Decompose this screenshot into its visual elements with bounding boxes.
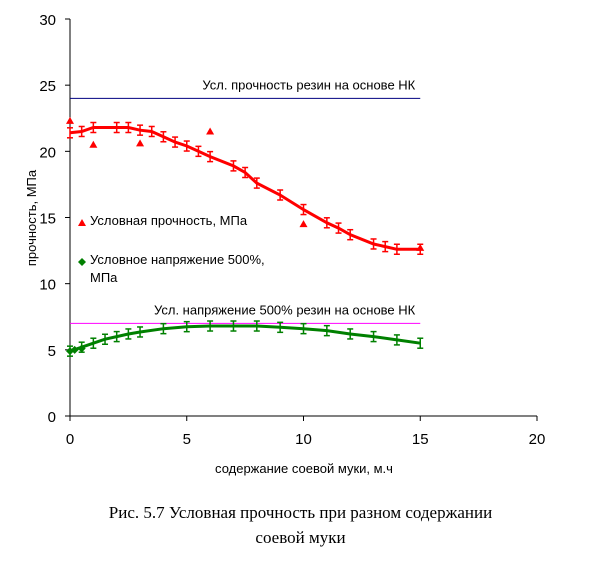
legend-label-strength: Условная прочность, МПа [90, 213, 248, 228]
diamond-marker [70, 345, 79, 354]
caption-line-2: соевой муки [255, 528, 346, 547]
chart: 0 5 10 15 20 0 5 10 15 20 25 30 Усл. прочность рези… [24, 12, 545, 476]
legend-label-stress-line1: Условное напряжение 500%, [90, 252, 265, 267]
reference-line-label: Усл. прочность резин на основе НК [202, 77, 415, 92]
triangle-marker [299, 220, 308, 228]
x-tick-label: 10 [295, 431, 312, 448]
diamond-marker [77, 344, 86, 353]
series-stress-500 [66, 320, 424, 357]
series [66, 116, 425, 357]
x-tick-label: 5 [183, 431, 191, 448]
triangle-marker [136, 139, 145, 147]
diamond-marker [78, 258, 86, 266]
trend-line [69, 126, 421, 251]
y-tick-label: 15 [39, 211, 56, 228]
x-axis-label: содержание соевой муки, м.ч [215, 461, 393, 476]
reference-line-label: Усл. напряжение 500% резин на основе НК [154, 302, 416, 317]
y-tick-label: 25 [39, 78, 56, 95]
y-tick-label: 30 [39, 12, 56, 29]
y-tick-label: 0 [48, 409, 56, 426]
reference-lines: Усл. прочность резин на основе НК Усл. на… [70, 77, 421, 324]
y-axis-label: прочность, МПа [24, 169, 39, 266]
trend-line [69, 324, 421, 353]
caption-line-1: Рис. 5.7 Условная прочность при разном с… [108, 503, 493, 522]
triangle-marker [78, 219, 86, 226]
legend: Условная прочность, МПа Условное напряжен… [78, 213, 265, 285]
x-tick-label: 20 [529, 431, 546, 448]
triangle-marker [89, 140, 98, 148]
figure-caption: Рис. 5.7 Условная прочность при разном с… [0, 500, 601, 550]
triangle-marker [416, 243, 425, 251]
series-strength [66, 116, 425, 256]
y-tick-label: 5 [48, 343, 56, 360]
axes: 0 5 10 15 20 0 5 10 15 20 25 30 [39, 12, 545, 448]
x-tick-label: 15 [412, 431, 429, 448]
x-tick-label: 0 [66, 431, 74, 448]
legend-label-stress-line2: МПа [90, 270, 118, 285]
y-tick-label: 10 [39, 277, 56, 294]
triangle-marker [206, 127, 215, 135]
y-tick-label: 20 [39, 144, 56, 161]
triangle-marker [66, 116, 74, 124]
